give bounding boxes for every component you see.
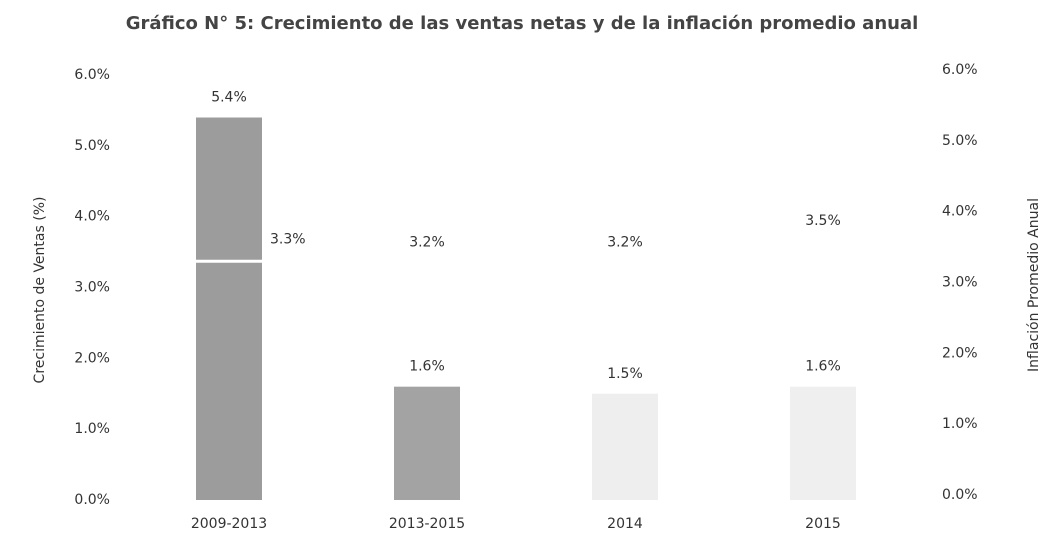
y2-tick-label: 0.0% [942, 487, 978, 503]
value-label: 5.4% [211, 90, 247, 106]
value-label: 3.2% [409, 234, 445, 250]
y2-tick-label: 1.0% [942, 416, 978, 432]
bar [790, 386, 856, 500]
bar [394, 386, 460, 500]
y-tick-label: 6.0% [74, 67, 110, 83]
y2-tick-label: 2.0% [942, 345, 978, 361]
y-tick-label: 3.0% [74, 280, 110, 296]
bar [592, 393, 658, 500]
y-tick-label: 2.0% [74, 350, 110, 366]
value-label: 1.5% [607, 366, 643, 382]
value-label: 3.2% [607, 234, 643, 250]
y2-axis-title: Inflación Promedio Anual [1026, 198, 1042, 372]
y-axis-title: Crecimiento de Ventas (%) [32, 197, 48, 384]
value-label: 3.3% [270, 231, 306, 247]
y2-tick-label: 3.0% [942, 275, 978, 291]
x-tick-label: 2013-2015 [389, 516, 465, 532]
y2-tick-label: 5.0% [942, 133, 978, 149]
y-tick-label: 1.0% [74, 421, 110, 437]
value-label: 3.5% [805, 213, 841, 229]
x-tick-label: 2014 [607, 516, 643, 532]
y-tick-label: 5.0% [74, 138, 110, 154]
bar [196, 117, 262, 500]
x-tick-label: 2009-2013 [191, 516, 267, 532]
y2-tick-label: 6.0% [942, 62, 978, 78]
y-tick-label: 0.0% [74, 492, 110, 508]
value-label: 1.6% [409, 359, 445, 375]
x-tick-label: 2015 [805, 516, 841, 532]
y-tick-label: 4.0% [74, 209, 110, 225]
chart-title: Gráfico N° 5: Crecimiento de las ventas … [126, 13, 919, 34]
value-label: 1.6% [805, 359, 841, 375]
y2-tick-label: 4.0% [942, 204, 978, 220]
